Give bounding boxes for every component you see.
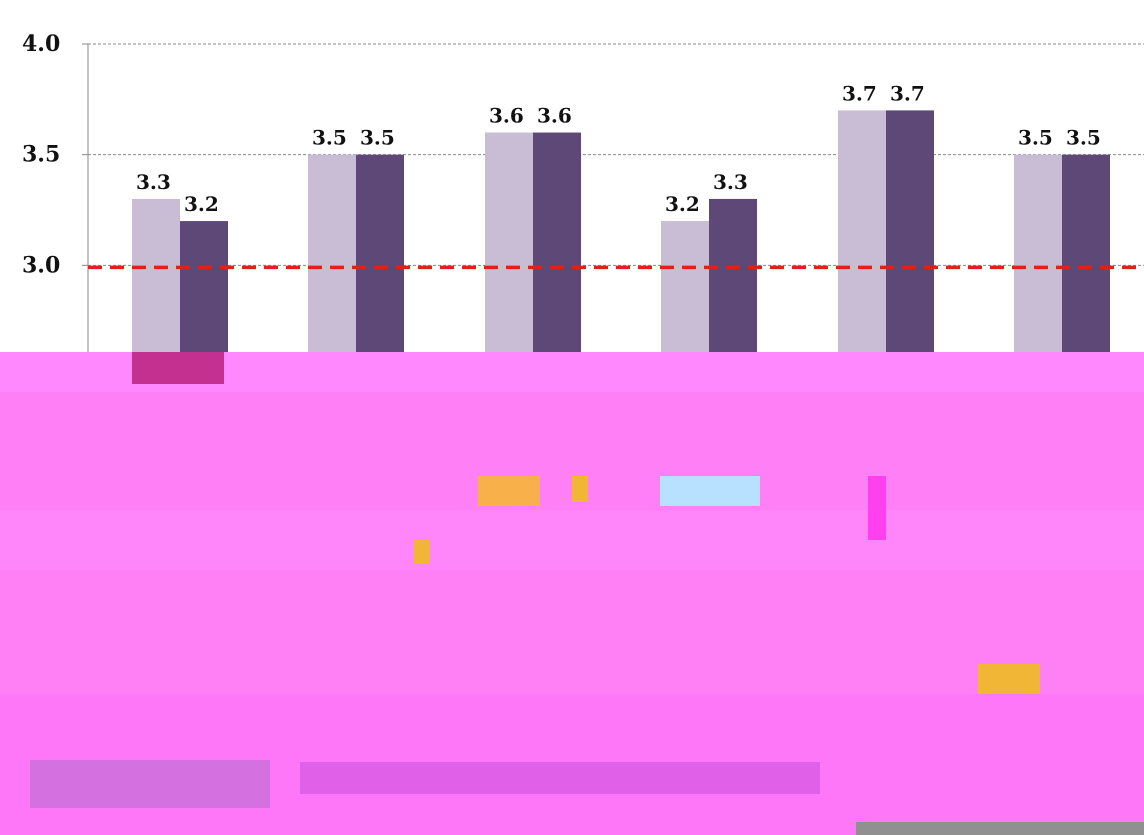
bar-value-label: 3.7 bbox=[890, 81, 925, 105]
bar-value-label: 3.5 bbox=[1066, 126, 1101, 150]
glitch-artifact bbox=[572, 476, 588, 502]
y-axis-ticks: 4.03.53.02.5 bbox=[22, 31, 60, 389]
glitch-artifact bbox=[478, 476, 540, 506]
bar-value-label: 3.3 bbox=[713, 170, 748, 194]
glitch-band bbox=[0, 510, 1144, 570]
bar-value-label: 3.6 bbox=[489, 104, 524, 128]
glitch-band bbox=[0, 570, 1144, 694]
y-tick-label: 4.0 bbox=[22, 31, 60, 57]
bar-value-label: 3.3 bbox=[136, 170, 171, 194]
bar-value-label: 3.7 bbox=[842, 81, 877, 105]
bar bbox=[838, 110, 886, 401]
glitch-artifact bbox=[132, 352, 224, 384]
gridlines bbox=[82, 43, 1144, 400]
corrupted-image-region bbox=[0, 352, 1144, 835]
bar-value-label: 3.2 bbox=[665, 192, 700, 216]
bar-value-label: 3.6 bbox=[537, 104, 572, 128]
bar-value-label: 3.5 bbox=[1018, 126, 1053, 150]
y-tick-label: 3.0 bbox=[22, 252, 60, 278]
glitch-artifact bbox=[414, 540, 430, 564]
y-tick-label: 3.5 bbox=[22, 142, 60, 168]
bar-value-label: 3.2 bbox=[184, 192, 219, 216]
glitch-artifact bbox=[868, 476, 886, 540]
glitch-artifact bbox=[978, 664, 1040, 694]
glitch-artifact bbox=[660, 476, 760, 506]
glitch-artifact bbox=[30, 760, 270, 808]
bar-value-label: 3.5 bbox=[360, 126, 395, 150]
value-labels: 3.3 3.5 3.6 3.2 3.7 3.5 3.2 3.5 3.6 3.3 3.7 3.5 bbox=[136, 81, 1101, 216]
bar-value-label: 3.5 bbox=[312, 126, 347, 150]
glitch-artifact bbox=[856, 822, 1144, 835]
bar bbox=[886, 110, 934, 401]
glitch-artifact bbox=[300, 762, 820, 794]
